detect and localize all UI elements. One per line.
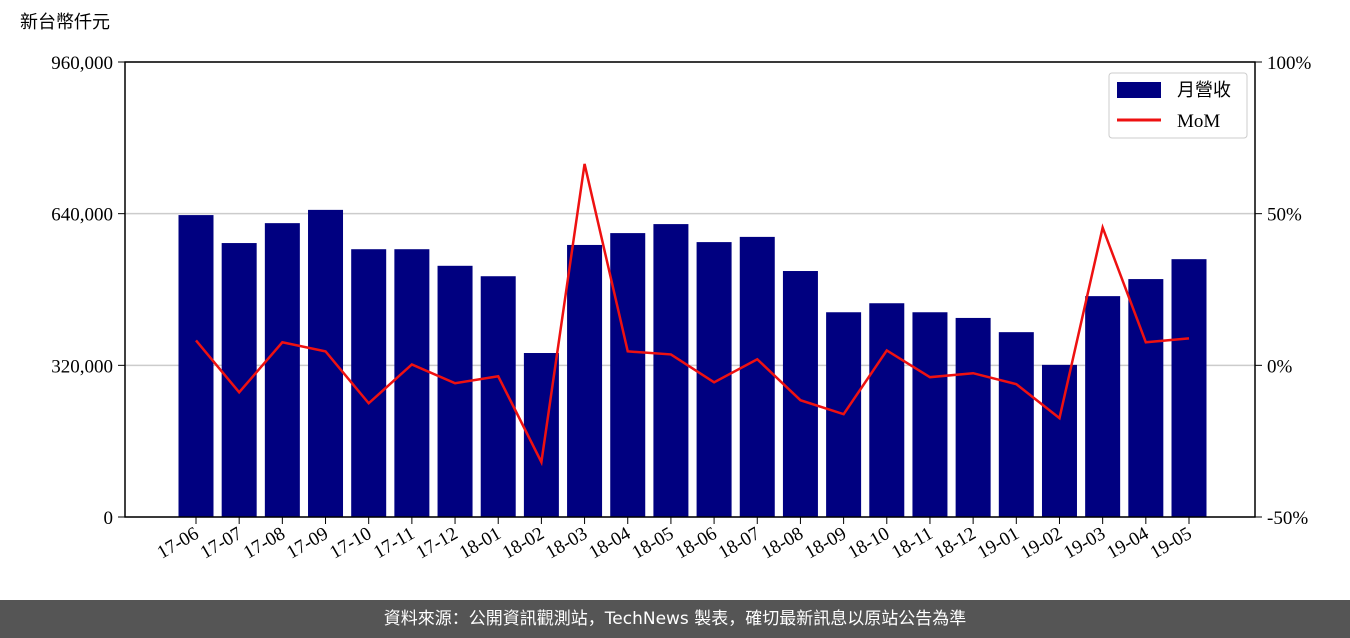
bar [653, 224, 689, 517]
x-tick-label: 17-11 [370, 523, 418, 563]
bar [437, 265, 473, 517]
x-tick-label: 18-12 [931, 523, 980, 563]
bar [308, 209, 344, 517]
y-tick-label: 0 [104, 508, 114, 529]
legend-swatch [1117, 82, 1161, 98]
bar [998, 332, 1034, 517]
y-axis-label: 新台幣仟元 [20, 12, 110, 33]
x-tick-label: 18-06 [672, 523, 721, 563]
x-tick-label: 19-05 [1147, 523, 1196, 563]
y2-tick-label: 50% [1267, 205, 1302, 226]
x-tick-label: 18-05 [629, 523, 678, 563]
legend-label: MoM [1177, 111, 1220, 132]
x-tick-label: 18-10 [844, 523, 893, 563]
x-tick-label: 17-08 [240, 523, 289, 563]
x-tick-label: 18-03 [542, 523, 591, 563]
plot-frame [124, 61, 1256, 518]
bar [567, 244, 603, 517]
bar [480, 276, 516, 517]
bar [869, 303, 905, 517]
bar [912, 312, 948, 517]
legend-label: 月營收 [1177, 80, 1231, 101]
bar [394, 249, 430, 517]
x-tick-label: 18-07 [715, 523, 764, 563]
bar [351, 249, 387, 517]
bar [264, 223, 300, 518]
y2-tick-label: -50% [1267, 508, 1308, 529]
x-tick-label: 17-09 [283, 523, 332, 563]
bar [1128, 279, 1164, 517]
bar [955, 317, 991, 517]
x-tick-label: 18-01 [456, 523, 505, 563]
x-tick-label: 17-12 [413, 523, 462, 563]
bar [696, 242, 732, 517]
bar [1085, 296, 1121, 517]
x-tick-label: 18-04 [585, 523, 634, 564]
x-tick-label: 18-11 [888, 523, 936, 563]
bar [739, 236, 775, 517]
footer: 資料來源：公開資訊觀測站，TechNews 製表，確切最新訊息以原站公告為準 [0, 600, 1350, 638]
y-tick-label: 320,000 [51, 356, 113, 377]
bar [1041, 364, 1077, 517]
y-tick-label: 640,000 [51, 205, 113, 226]
x-tick-label: 18-02 [499, 523, 548, 563]
x-tick-label: 19-03 [1060, 523, 1109, 563]
x-tick-label: 18-08 [758, 523, 807, 563]
y2-tick-label: 100% [1267, 53, 1312, 74]
line [195, 163, 1190, 467]
x-tick-label: 19-02 [1017, 523, 1066, 563]
x-tick-label: 17-07 [197, 523, 246, 563]
y2-tick-label: 0% [1267, 356, 1293, 377]
x-tick-label: 19-01 [974, 523, 1023, 563]
bar [1171, 259, 1207, 517]
bar [782, 271, 818, 517]
x-tick-label: 18-09 [801, 523, 850, 563]
bar [610, 233, 646, 518]
x-tick-label: 17-06 [154, 523, 203, 563]
chart: 新台幣仟元 0 320,000 640,000 960,000 -50% 0% 50% 100… [20, 12, 1312, 564]
bar [178, 215, 214, 517]
x-tick-label: 19-04 [1103, 523, 1152, 564]
y-tick-label: 960,000 [51, 53, 113, 74]
x-tick-label: 17-10 [326, 523, 375, 563]
